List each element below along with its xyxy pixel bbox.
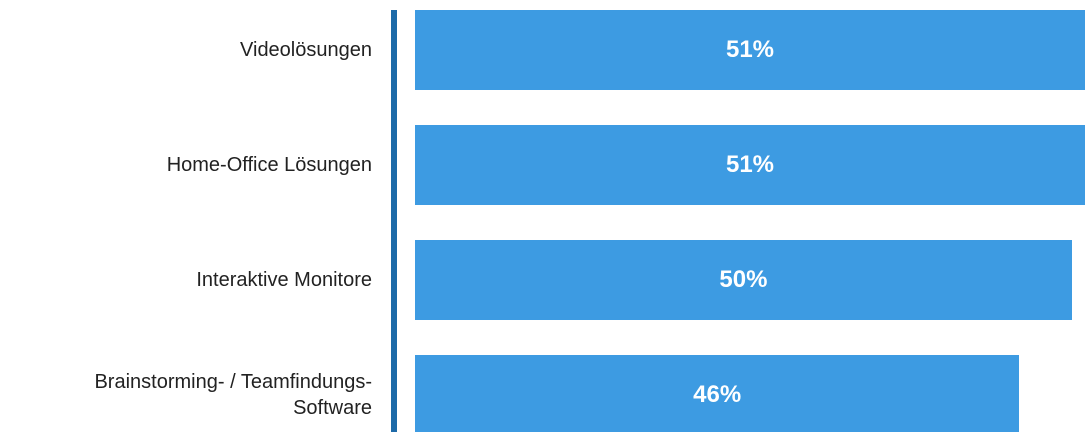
bar	[415, 355, 1020, 432]
value-label: 46%	[693, 381, 742, 408]
axis-line	[391, 10, 397, 432]
category-label: Interaktive Monitore	[196, 269, 372, 291]
value-label: 51%	[725, 151, 775, 178]
value-label: 51%	[725, 36, 775, 63]
bar	[415, 125, 1085, 205]
category-label: Videolösungen	[240, 39, 372, 61]
value-label: 50%	[719, 266, 768, 293]
category-label: Brainstorming- / Teamfindungs-Software	[94, 371, 372, 419]
bar	[415, 10, 1085, 90]
bar	[415, 240, 1072, 320]
category-label: Home-Office Lösungen	[166, 154, 372, 176]
